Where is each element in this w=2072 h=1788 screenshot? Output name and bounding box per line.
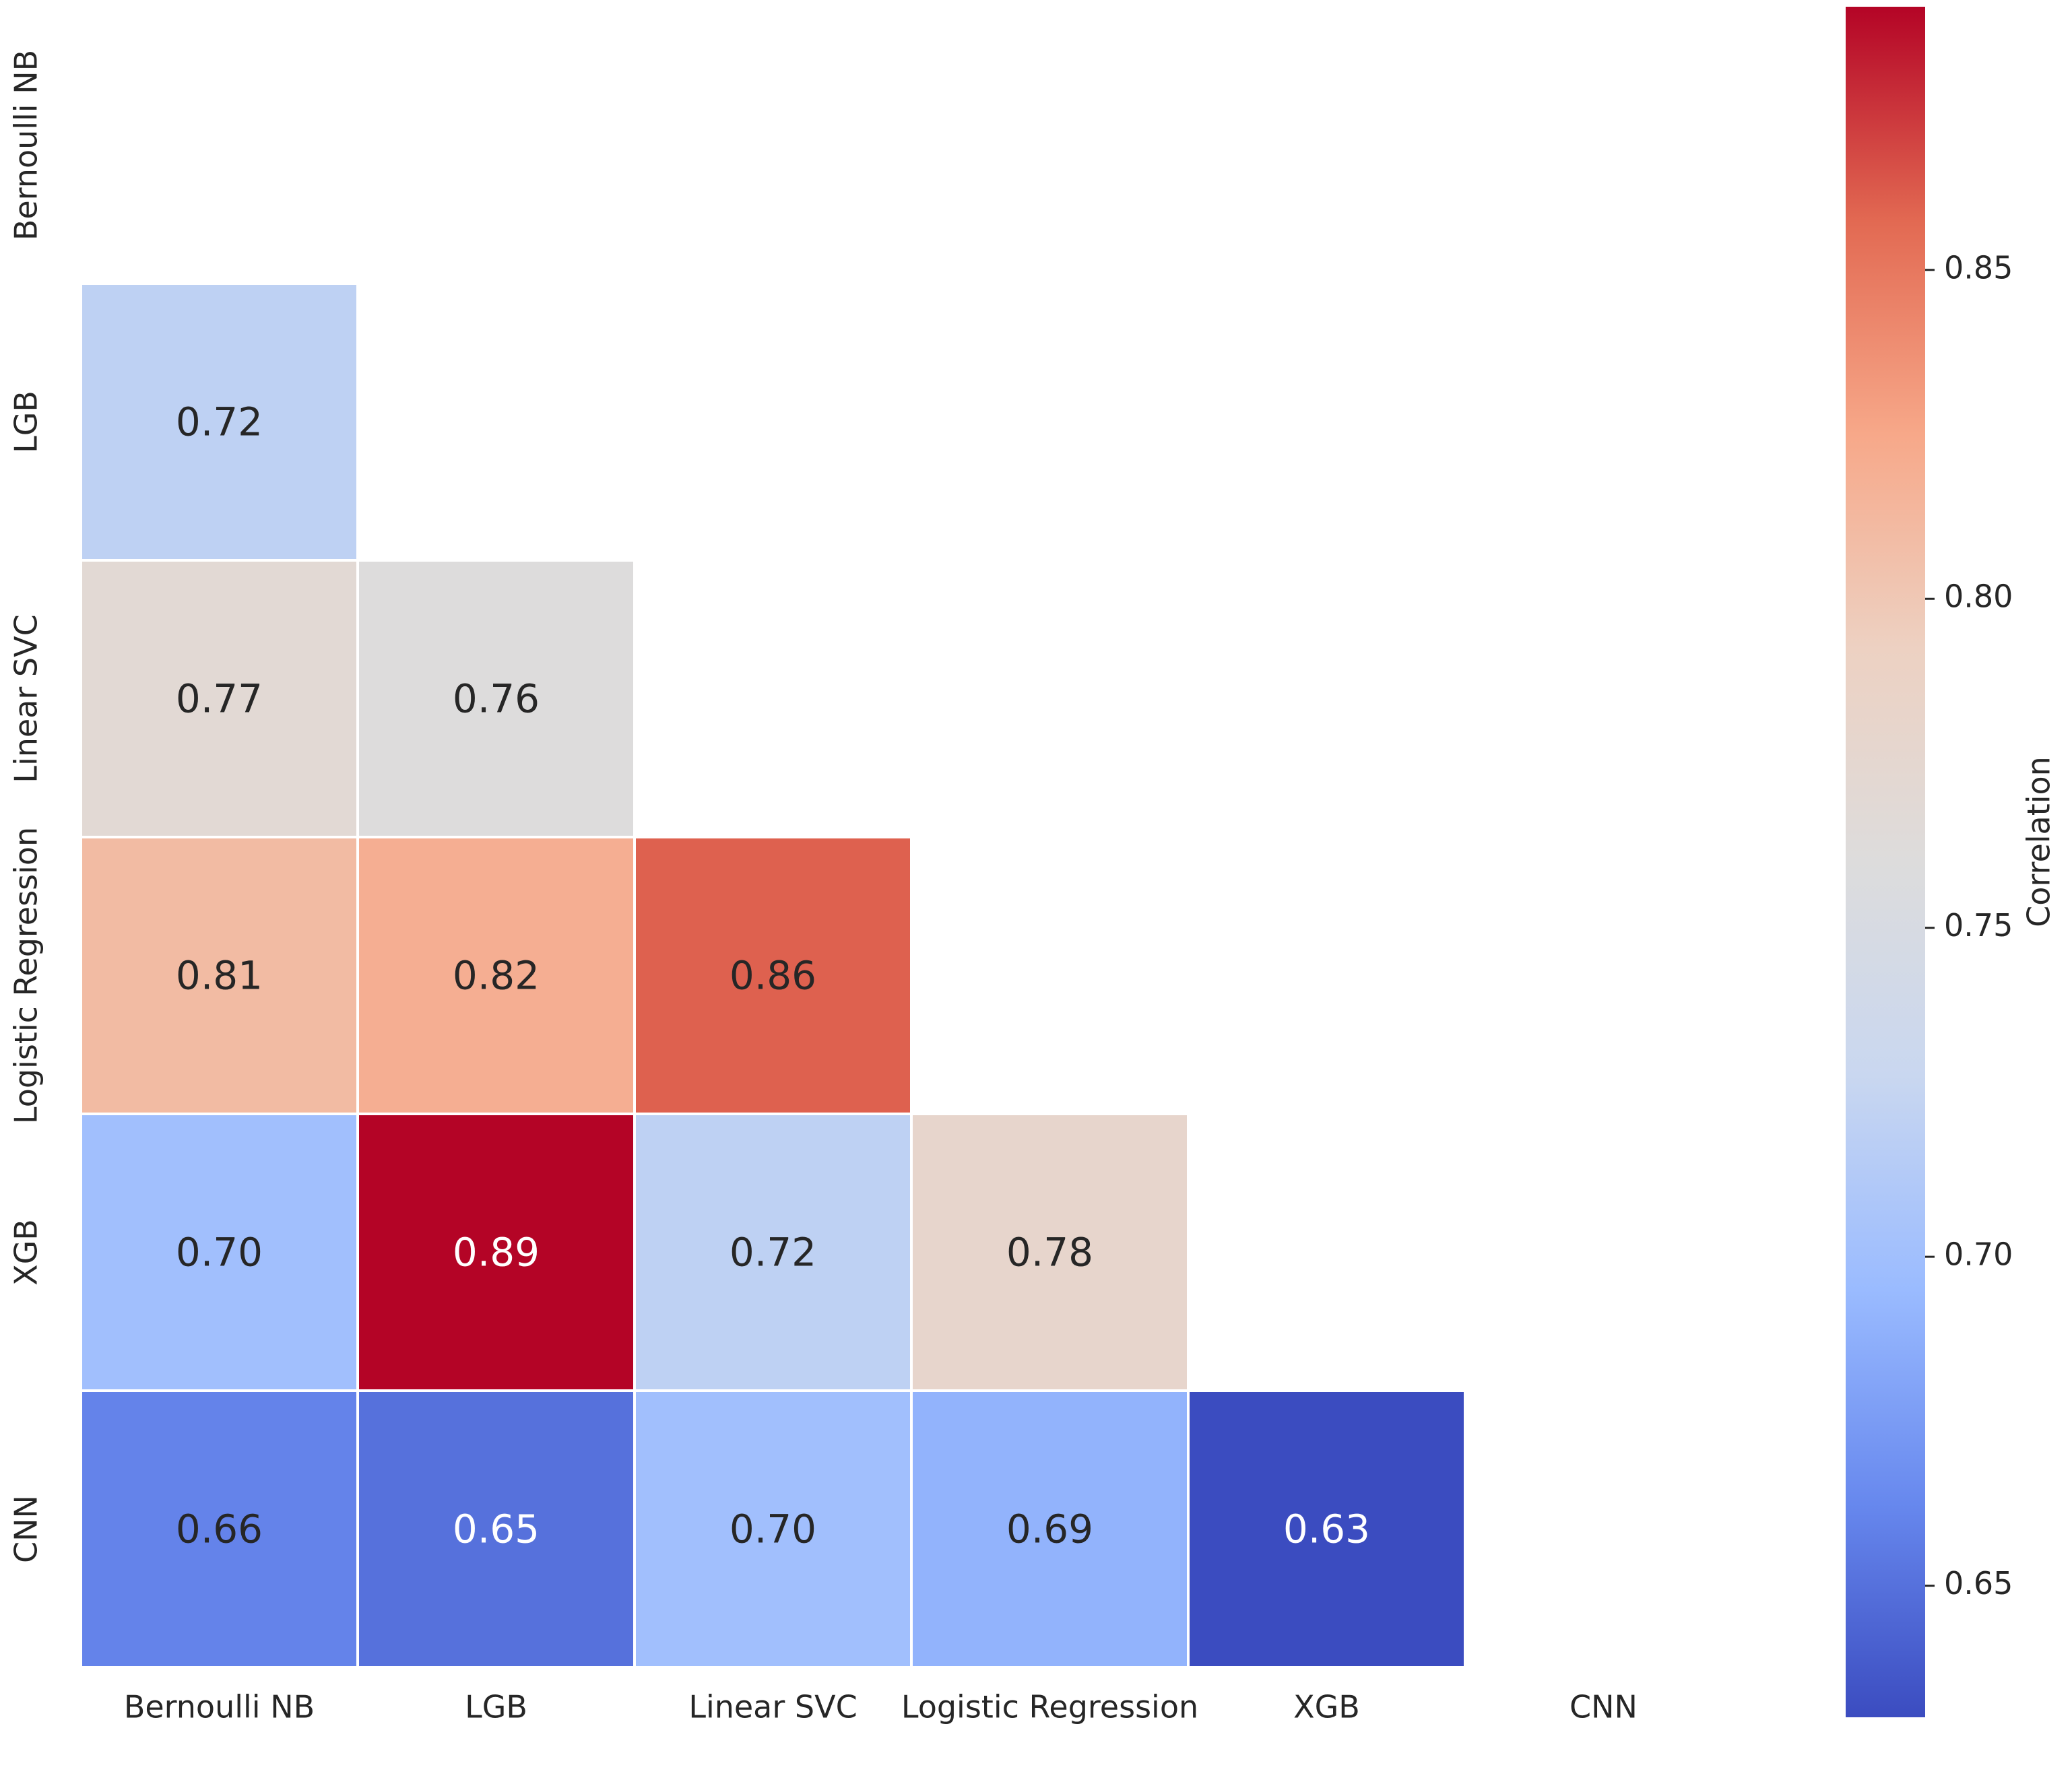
colorbar: 0.65 0.70 0.75 0.80 0.85 Correlation — [1846, 7, 2057, 1717]
colorbar-gradient — [1846, 7, 1925, 1717]
x-tick-label-xgb: XGB — [1293, 1689, 1360, 1725]
x-tick-label-linear-svc: Linear SVC — [688, 1689, 857, 1725]
cell-value-label: 0.72 — [176, 399, 263, 445]
y-axis-tick-labels: Bernoulli NB LGB Linear SVC Logistic Regres… — [8, 50, 44, 1563]
y-tick-label-bernoulli-nb: Bernoulli NB — [8, 50, 44, 240]
heatmap-cell-cnn-xgb — [1187, 1389, 1466, 1669]
heatmap-cell-cnn-lgb — [356, 1389, 636, 1669]
cell-value-label: 0.81 — [176, 953, 263, 999]
y-tick-label-xgb: XGB — [8, 1219, 44, 1286]
cell-value-label: 0.82 — [453, 953, 540, 999]
cell-value-label: 0.70 — [176, 1230, 263, 1276]
colorbar-label: Correlation — [2021, 756, 2057, 927]
cell-value-label: 0.70 — [730, 1506, 816, 1552]
heatmap-cell-xgb-bernoulli-nb — [79, 1113, 359, 1392]
heatmap-cell-cnn-linear-svc — [633, 1389, 913, 1669]
y-tick-label-linear-svc: Linear SVC — [8, 614, 44, 783]
x-tick-label-cnn: CNN — [1569, 1689, 1638, 1725]
heatmap-cell-lgb-bernoulli-nb — [79, 282, 359, 562]
heatmap-cell-xgb-linear-svc — [633, 1113, 913, 1392]
cell-value-label: 0.77 — [176, 676, 263, 722]
x-tick-label-logistic-regression: Logistic Regression — [901, 1689, 1198, 1725]
y-tick-label-logistic-regression: Logistic Regression — [8, 827, 44, 1124]
x-tick-label-lgb: LGB — [465, 1689, 527, 1725]
cell-value-label: 0.78 — [1006, 1230, 1093, 1276]
colorbar-tick-label: 0.75 — [1944, 907, 2013, 943]
colorbar-ticks: 0.65 0.70 0.75 0.80 0.85 — [1925, 249, 2013, 1601]
y-tick-label-cnn: CNN — [8, 1495, 44, 1563]
cell-value-label: 0.86 — [730, 953, 816, 999]
cell-value-label: 0.72 — [730, 1230, 816, 1276]
colorbar-tick-label: 0.80 — [1944, 578, 2013, 615]
cell-value-label: 0.76 — [453, 676, 540, 722]
cell-value-label: 0.89 — [453, 1230, 540, 1276]
heatmap-cell-labels: 0.72 0.77 0.76 0.81 0.82 0.86 0.70 0.89 0.72 0.78… — [176, 399, 1370, 1552]
heatmap-cell-cnn-bernoulli-nb — [79, 1389, 359, 1669]
cell-value-label: 0.69 — [1006, 1506, 1093, 1552]
heatmap-cell-linear-svc-lgb — [356, 559, 636, 838]
colorbar-tick-label: 0.65 — [1944, 1565, 2013, 1601]
cell-value-label: 0.66 — [176, 1506, 263, 1552]
heatmap-cell-xgb-logistic-regression — [910, 1113, 1190, 1392]
heatmap-cell-linear-svc-bernoulli-nb — [79, 559, 359, 838]
cell-value-label: 0.63 — [1283, 1506, 1370, 1552]
heatmap-cell-logistic-regression-bernoulli-nb — [79, 836, 359, 1115]
heatmap-cell-cnn-logistic-regression — [910, 1389, 1190, 1669]
colorbar-tick-label: 0.85 — [1944, 249, 2013, 286]
cell-value-label: 0.65 — [453, 1506, 540, 1552]
heatmap-cells — [79, 282, 1466, 1669]
y-tick-label-lgb: LGB — [8, 391, 44, 453]
x-tick-label-bernoulli-nb: Bernoulli NB — [124, 1689, 315, 1725]
heatmap-cell-xgb-lgb — [356, 1113, 636, 1392]
colorbar-tick-label: 0.70 — [1944, 1236, 2013, 1273]
x-axis-tick-labels: Bernoulli NB LGB Linear SVC Logistic Regres… — [124, 1689, 1638, 1725]
